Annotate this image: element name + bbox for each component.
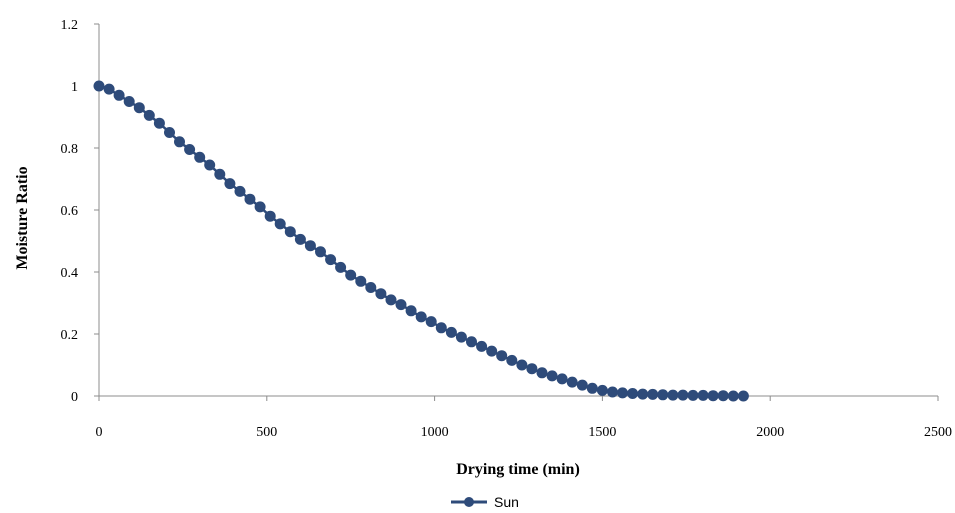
data-point-sun: [304, 240, 316, 252]
data-point-sun: [355, 275, 367, 287]
data-point-sun: [153, 117, 165, 129]
data-point-sun: [445, 326, 457, 338]
y-tick-label: 1.2: [61, 18, 79, 33]
data-point-sun: [506, 354, 518, 366]
data-point-sun: [365, 282, 377, 293]
data-point-sun: [727, 390, 739, 402]
data-point-sun: [627, 388, 639, 399]
data-point-sun: [234, 185, 246, 197]
data-point-sun: [476, 340, 488, 352]
data-point-sun: [315, 246, 326, 258]
data-point-sun: [647, 388, 659, 400]
data-point-sun: [516, 359, 528, 371]
data-point-sun: [405, 305, 417, 317]
data-point-sun: [244, 193, 256, 205]
data-point-sun: [566, 376, 578, 388]
legend-label: Sun: [494, 494, 519, 508]
data-point-sun: [435, 322, 447, 334]
data-point-sun: [415, 311, 427, 323]
x-tick-label: 500: [256, 425, 277, 440]
data-point-sun: [345, 269, 357, 281]
data-point-sun: [697, 389, 709, 401]
data-point-sun: [123, 96, 135, 107]
data-point-sun: [607, 386, 618, 398]
data-point-sun: [576, 379, 588, 391]
axes: 0 0.2 0.4 0.6 0.8 1 1.2 0 500 1000 1500 2000 2500: [61, 18, 953, 440]
data-point-sun: [536, 367, 548, 379]
x-tick-label: 0: [96, 425, 103, 440]
data-point-sun: [113, 89, 125, 101]
data-point-sun: [224, 178, 236, 190]
data-point-sun: [385, 294, 397, 306]
data-point-sun: [486, 345, 498, 357]
y-tick-label: 0.2: [61, 328, 79, 343]
x-tick-label: 2500: [924, 425, 952, 440]
data-point-sun: [395, 299, 407, 311]
data-point-sun: [717, 390, 729, 402]
data-point-sun: [294, 233, 306, 245]
data-point-sun: [687, 389, 699, 401]
data-point-sun: [586, 382, 598, 394]
data-point-sun: [466, 336, 477, 348]
data-point-sun: [546, 370, 558, 382]
data-point-sun: [617, 387, 628, 399]
data-point-sun: [184, 144, 196, 155]
data-point-sun: [164, 127, 175, 138]
data-point-sun: [556, 373, 568, 385]
data-point-sun: [657, 389, 669, 401]
data-point-sun: [737, 390, 749, 402]
y-tick-label: 1: [71, 80, 78, 95]
data-point-sun: [375, 288, 387, 300]
data-point-sun: [637, 388, 649, 400]
y-tick-label: 0.4: [61, 266, 79, 281]
data-point-sun: [194, 151, 206, 163]
y-tick-label: 0: [71, 390, 78, 405]
data-point-sun: [335, 261, 347, 273]
data-point-sun: [677, 389, 689, 401]
legend-marker-swatch: [464, 497, 474, 507]
data-point-sun: [707, 390, 719, 402]
data-point-sun: [274, 218, 286, 230]
series-layer: [93, 80, 749, 402]
data-point-sun: [254, 201, 266, 213]
y-axis-title: Moisture Ratio: [14, 166, 31, 269]
x-tick-label: 1000: [421, 425, 449, 440]
legend: Sun: [451, 494, 519, 510]
data-point-sun: [264, 210, 276, 222]
data-point-sun: [204, 159, 216, 171]
x-tick-label: 1500: [588, 425, 616, 440]
data-point-sun: [143, 109, 155, 121]
data-point-sun: [526, 363, 538, 375]
series-line-sun: [98, 84, 744, 398]
x-tick-label: 2000: [756, 425, 784, 440]
data-point-sun: [93, 80, 105, 92]
x-axis-title: Drying time (min): [456, 461, 580, 478]
data-point-sun: [496, 350, 508, 362]
data-point-sun: [214, 168, 226, 180]
data-point-sun: [596, 384, 608, 396]
data-point-sun: [667, 389, 679, 401]
data-point-sun: [174, 136, 185, 148]
data-point-sun: [284, 226, 296, 238]
y-tick-label: 0.6: [61, 204, 79, 219]
data-point-sun: [425, 316, 437, 328]
data-point-sun: [325, 254, 337, 266]
data-point-sun: [133, 102, 145, 114]
data-point-sun: [103, 83, 115, 95]
data-point-sun: [455, 331, 467, 343]
y-tick-label: 0.8: [61, 142, 79, 157]
